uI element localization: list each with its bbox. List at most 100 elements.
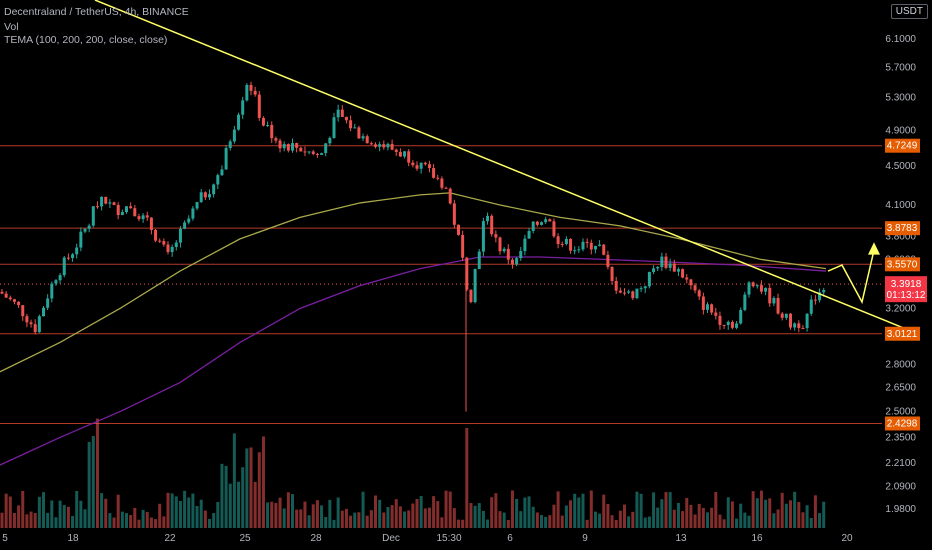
y-tick-label: 3.2000 xyxy=(885,303,916,314)
candle-body xyxy=(286,144,290,151)
candle-body xyxy=(664,256,668,268)
volume-bar xyxy=(249,447,253,528)
volume-bar xyxy=(681,511,685,528)
volume-bar xyxy=(29,511,33,528)
x-tick-label: 28 xyxy=(310,533,322,544)
time-axis[interactable]: 5 18 22 25 28 Dec 15:30 6 9 13 16 20 xyxy=(2,533,853,544)
volume-bar xyxy=(332,519,336,528)
candle-body xyxy=(722,324,726,326)
volume-bar xyxy=(593,511,597,528)
candle-body xyxy=(602,244,606,255)
volume-bar xyxy=(21,490,25,528)
candle-body xyxy=(494,234,498,238)
volume-bar xyxy=(486,519,490,528)
volume-bar xyxy=(706,512,709,528)
candle-body xyxy=(689,279,693,286)
volume-bar xyxy=(589,490,593,528)
volume-bar xyxy=(419,496,423,528)
volume-bar xyxy=(623,504,626,528)
candle-body xyxy=(386,143,390,148)
candle-body xyxy=(780,313,784,318)
candle-body xyxy=(747,282,751,295)
volume-bar xyxy=(535,512,539,528)
candle-body xyxy=(556,236,560,245)
volume-bar xyxy=(676,502,680,528)
candle-body xyxy=(75,247,79,255)
volume-bar xyxy=(116,494,120,528)
candle-body xyxy=(652,268,656,272)
candle-body xyxy=(25,316,29,323)
candle-body xyxy=(307,151,311,153)
candle-body xyxy=(183,222,187,229)
candle-body xyxy=(643,286,647,289)
candle-body xyxy=(585,241,589,243)
volume-bar xyxy=(710,507,714,528)
candle-body xyxy=(46,298,50,308)
volume-bar xyxy=(432,496,436,528)
candle-body xyxy=(635,288,639,299)
candle-body xyxy=(656,267,660,269)
candle-body xyxy=(195,202,199,209)
x-tick-label: 9 xyxy=(582,533,588,544)
candle-body xyxy=(693,285,697,291)
candle-body xyxy=(295,143,299,148)
projection-path xyxy=(827,249,875,305)
tema-fast-line xyxy=(0,192,827,373)
volume-bar xyxy=(598,513,602,528)
candle-body xyxy=(407,151,411,163)
volume-bar xyxy=(104,498,108,528)
candle-body xyxy=(336,109,340,118)
y-tick-label: 2.8000 xyxy=(885,359,916,370)
candle-body xyxy=(759,285,763,292)
volume-bar xyxy=(764,499,768,528)
volume-bar xyxy=(801,512,805,528)
candle-body xyxy=(519,251,523,259)
volume-bar xyxy=(50,500,54,528)
volume-bar xyxy=(822,501,826,528)
volume-bar xyxy=(527,496,531,528)
volume-bar xyxy=(66,506,70,528)
candle-body xyxy=(581,241,585,250)
candle-body xyxy=(220,169,224,176)
volume-bar xyxy=(469,503,473,528)
candle-body xyxy=(668,263,672,268)
volume-bar xyxy=(403,511,407,528)
volume-bar xyxy=(544,516,548,528)
volume-bar xyxy=(523,497,527,528)
volume-bar xyxy=(548,515,552,528)
candle-body xyxy=(58,275,62,281)
y-tick-label: 4.9000 xyxy=(885,126,916,137)
candle-body xyxy=(145,215,149,218)
projection-arrowhead xyxy=(868,242,880,255)
x-tick-label: 18 xyxy=(67,533,79,544)
candle-body xyxy=(278,140,282,149)
volume-bar xyxy=(747,515,751,528)
volume-bar xyxy=(328,499,332,528)
currency-badge[interactable]: USDT xyxy=(890,4,928,19)
volume-bar xyxy=(261,436,265,528)
candle-body xyxy=(378,144,382,147)
candle-body xyxy=(394,149,398,152)
y-tick-label: 2.0900 xyxy=(885,481,916,492)
candle-body xyxy=(137,216,141,220)
volume-bar xyxy=(37,496,41,528)
price-axis[interactable]: 6.1000 5.7000 5.3000 4.9000 4.5000 4.1000 3.80… xyxy=(885,34,916,515)
volume-bar xyxy=(125,513,128,528)
volume-bar xyxy=(556,491,560,528)
volume-bar xyxy=(793,491,797,528)
x-tick-label: 16 xyxy=(751,533,763,544)
candle-body xyxy=(357,127,361,139)
volume-bar xyxy=(390,505,394,528)
volume-bar xyxy=(95,418,99,528)
candle-body xyxy=(374,144,377,147)
volume-bar xyxy=(120,511,124,528)
candle-body xyxy=(797,323,801,329)
volume-bar xyxy=(353,512,357,528)
candle-body xyxy=(174,242,178,247)
volume-bar xyxy=(494,493,498,528)
volume-bar xyxy=(577,497,581,528)
volume-bar xyxy=(187,497,191,528)
volume-bar xyxy=(386,507,390,528)
candle-body xyxy=(349,120,353,129)
